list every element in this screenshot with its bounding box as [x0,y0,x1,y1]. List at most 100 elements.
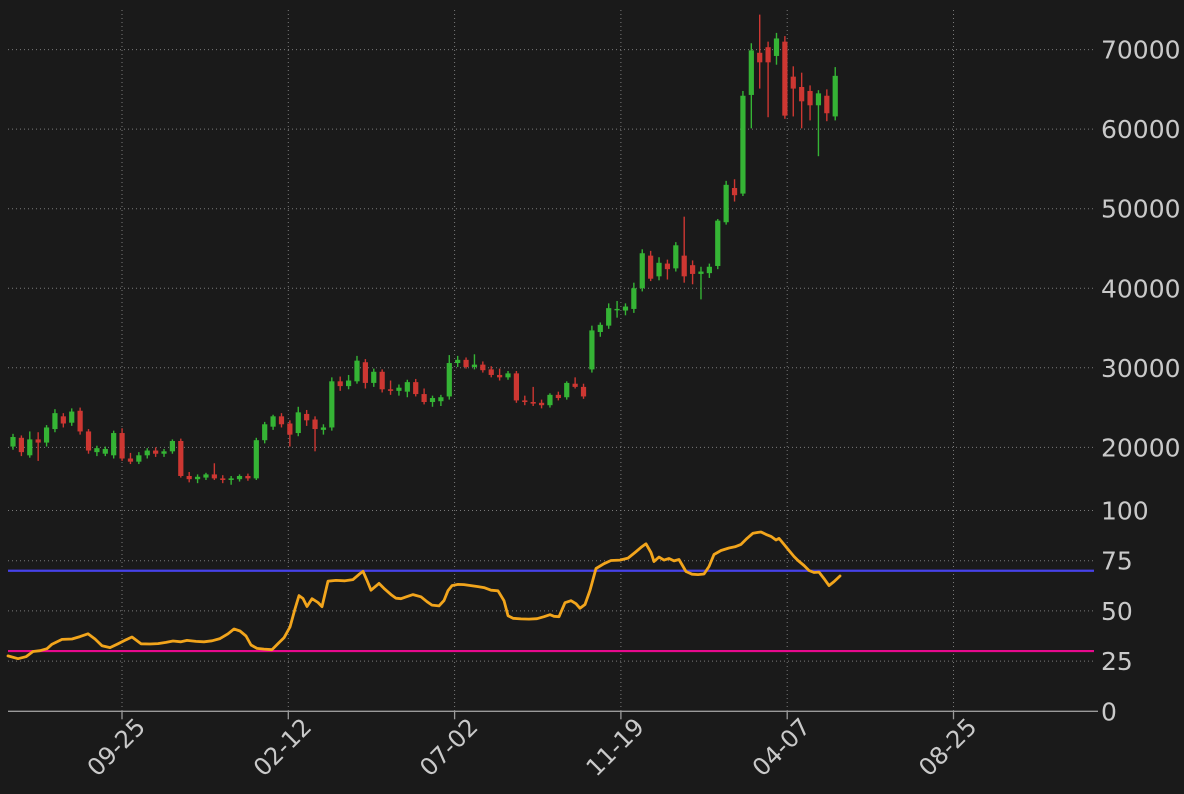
candle-up [102,446,108,457]
candle-body [463,359,469,368]
candle-down [312,416,318,452]
candle-down [463,357,469,369]
candle-body [622,306,629,311]
tick-labels-layer: 70000 60000 50000 40000 30000 20000 100 75 50 25 0… [82,36,1181,782]
oscillator-tick-label: 100 [1101,497,1149,526]
candle-down [387,380,394,395]
candle-body [589,330,595,370]
candle-body [27,439,33,456]
hlines-layer [8,569,1094,653]
candle-body [203,474,209,478]
candle-body [320,427,327,430]
candle-down [555,391,561,401]
candle-body [354,360,360,382]
candle-down [153,447,159,457]
candle-body [597,324,603,333]
candle-down [480,361,486,373]
candle-up [505,370,511,380]
candle-body [664,263,671,270]
candle-up [253,437,259,480]
candle-body [94,448,100,453]
candle-body [824,95,830,114]
candle-up [438,394,444,406]
candle-up [136,452,142,465]
candle-body [497,374,503,378]
price-tick-label: 20000 [1101,433,1181,462]
candle-up [94,445,100,457]
candle-down [337,376,343,391]
candle-up [27,431,33,458]
candle-up [832,67,838,121]
candle-body [236,475,243,480]
candle-up [144,448,150,459]
candle-body [194,476,201,480]
candle-body [102,448,108,454]
candle-down [220,475,226,484]
candle-up [111,430,117,459]
candle-down [522,395,528,406]
candle-down [513,370,519,403]
candle-down [278,413,285,428]
candle-down [664,259,671,280]
candle-up [715,219,721,270]
candle-up [606,303,612,329]
candle-down [60,413,66,428]
candle-body [161,451,167,454]
candle-down [790,66,796,117]
candle-up [270,414,276,430]
candle-down [362,359,368,389]
candle-down [413,378,419,397]
candle-up [320,424,327,435]
candle-down [648,250,654,282]
candle-body [757,52,763,63]
candle-body [18,437,24,453]
candle-up [329,377,335,431]
candle-down [765,41,771,118]
candle-body [253,440,259,479]
candle-up [597,322,603,337]
candle-body [119,433,125,459]
candle-body [10,437,16,447]
candle-up [589,325,595,373]
candle-body [773,38,780,56]
candle-body [52,413,58,430]
candle-body [723,184,729,223]
candle-up [346,374,352,390]
candle-body [262,424,268,441]
candle-body [278,416,285,425]
candle-body [136,455,142,462]
candle-down [85,429,92,454]
candle-body [748,50,754,95]
candle-up [773,32,780,65]
candle-down [497,368,503,381]
candle-body [220,478,226,480]
candle-up [455,355,461,368]
candle-body [505,373,511,378]
candle-body [379,371,385,390]
candle-down [186,472,192,483]
candle-body [572,383,578,387]
axis-layer [8,710,1098,720]
candle-down [119,428,125,461]
candle-body [706,266,712,274]
candle-body [329,381,335,428]
candle-down [681,216,687,283]
candle-up [69,408,75,426]
price-tick-label: 50000 [1101,195,1181,224]
candle-up [815,90,822,157]
candle-up [698,266,704,300]
candles-layer [10,14,838,485]
candle-up [564,381,570,400]
candle-body [312,419,318,430]
oscillator-tick-label: 75 [1101,547,1133,576]
candle-body [295,412,301,434]
candle-down [530,386,536,406]
candle-body [111,433,117,456]
candle-body [832,75,838,117]
candle-down [807,85,813,121]
candle-body [689,265,696,274]
candle-down [731,179,738,202]
candle-body [404,382,410,392]
candle-body [421,394,427,403]
